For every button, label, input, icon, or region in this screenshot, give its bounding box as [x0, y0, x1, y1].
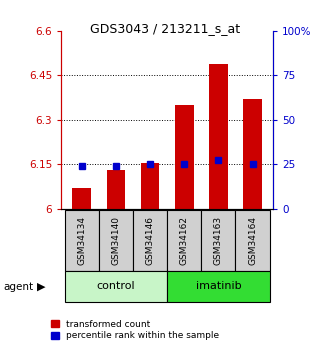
Bar [99, 210, 133, 271]
Bar [167, 210, 201, 271]
Text: control: control [97, 282, 135, 291]
Bar [167, 271, 270, 302]
Bar [209, 63, 228, 209]
Text: agent: agent [3, 282, 33, 292]
Text: GSM34134: GSM34134 [77, 216, 86, 265]
Bar [72, 188, 91, 209]
Text: GSM34140: GSM34140 [112, 216, 120, 265]
Bar [243, 99, 262, 209]
Bar [107, 170, 125, 209]
Bar [141, 163, 160, 209]
Bar [65, 271, 167, 302]
Bar [235, 210, 270, 271]
Text: imatinib: imatinib [196, 282, 241, 291]
Text: GDS3043 / 213211_s_at: GDS3043 / 213211_s_at [90, 22, 241, 36]
Bar [133, 210, 167, 271]
Text: ▶: ▶ [37, 282, 46, 292]
Text: GSM34162: GSM34162 [180, 216, 189, 265]
Bar [175, 105, 194, 209]
Text: GSM34163: GSM34163 [214, 216, 223, 265]
Text: GSM34146: GSM34146 [146, 216, 155, 265]
Legend: transformed count, percentile rank within the sample: transformed count, percentile rank withi… [51, 320, 219, 341]
Text: GSM34164: GSM34164 [248, 216, 257, 265]
Bar [65, 210, 99, 271]
Bar [201, 210, 235, 271]
